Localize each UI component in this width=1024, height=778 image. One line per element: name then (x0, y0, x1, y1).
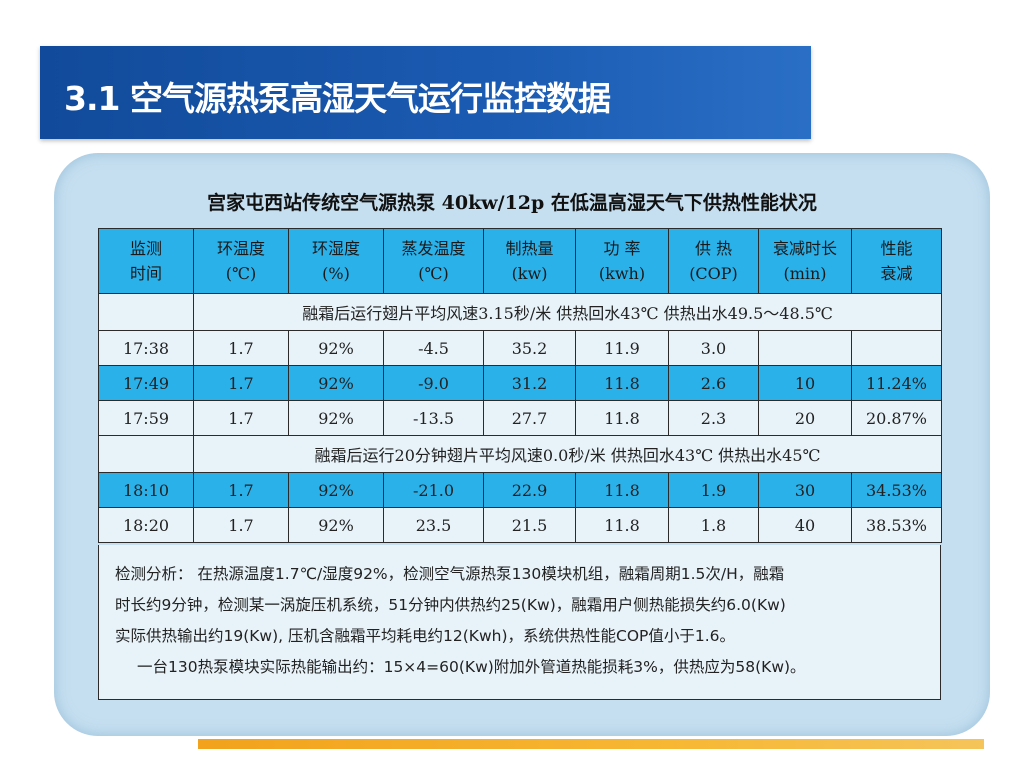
header-cell: 性能 衰减 (851, 228, 942, 294)
condition-note-row: 融霜后运行翅片平均风速3.15秒/米 供热回水43℃ 供热出水49.5～48.5… (98, 293, 942, 331)
header-cell: 监测 时间 (98, 228, 194, 294)
header-cell: 蒸发温度 (℃) (383, 228, 484, 294)
slide-title: 3.1 空气源热泵高湿天气运行监控数据 (64, 79, 611, 118)
header-cell: 功 率 (kwh) (575, 228, 669, 294)
condition-note-row: 融霜后运行20分钟翅片平均风速0.0秒/米 供热回水43℃ 供热出水45℃ (98, 435, 942, 473)
header-cell: 环温度 (℃) (193, 228, 289, 294)
analysis-line: 一台130热泵模块实际热能输出约：15×4=60(Kw)附加外管道热能损耗3%，… (137, 658, 806, 676)
analysis-line: 时长约9分钟，检测某一涡旋压机系统，51分钟内供热约25(Kw)，融霜用户侧热能… (115, 596, 786, 614)
analysis-line: 检测分析： 在热源温度1.7℃/湿度92%，检测空气源热泵130模块机组，融霜周… (115, 565, 785, 583)
header-cell: 制热量 (kw) (483, 228, 576, 294)
header-cell: 环湿度 (%) (288, 228, 384, 294)
condition-note: 融霜后运行翅片平均风速3.15秒/米 供热回水43℃ 供热出水49.5～48.5… (193, 293, 942, 331)
table-row: 18:20 1.7 92% 23.5 21.5 11.8 1.8 40 38.5… (98, 507, 942, 543)
table-row: 17:38 1.7 92% -4.5 35.2 11.9 3.0 (98, 330, 942, 366)
header-cell: 供 热 (COP) (668, 228, 759, 294)
table-row: 17:59 1.7 92% -13.5 27.7 11.8 2.3 20 20.… (98, 400, 942, 436)
header-row: 监测 时间 环温度 (℃) 环湿度 (%) 蒸发温度 (℃) 制热量 (kw) 功 率 (k… (98, 228, 942, 294)
condition-note: 融霜后运行20分钟翅片平均风速0.0秒/米 供热回水43℃ 供热出水45℃ (193, 435, 942, 473)
table-title: 宫家屯西站传统空气源热泵 40kw/12p 在低温高湿天气下供热性能状况 (207, 192, 817, 214)
accent-bar (198, 739, 984, 749)
table-row: 17:49 1.7 92% -9.0 31.2 11.8 2.6 10 11.2… (98, 365, 942, 401)
table-row: 18:10 1.7 92% -21.0 22.9 11.8 1.9 30 34.… (98, 472, 942, 508)
analysis-box: 检测分析： 在热源温度1.7℃/湿度92%，检测空气源热泵130模块机组，融霜周… (98, 545, 941, 700)
title-bar: 3.1 空气源热泵高湿天气运行监控数据 (40, 46, 811, 139)
performance-table: 监测 时间 环温度 (℃) 环湿度 (%) 蒸发温度 (℃) 制热量 (kw) 功 率 (k… (98, 228, 942, 543)
analysis-line: 实际供热输出约19(Kw), 压机含融霜平均耗电约12(Kwh)，系统供热性能C… (115, 627, 736, 645)
header-cell: 衰减时长 (min) (758, 228, 852, 294)
